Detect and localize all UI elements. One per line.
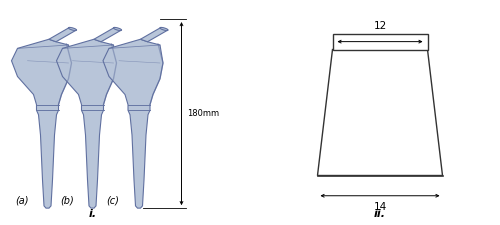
- Polygon shape: [140, 28, 168, 42]
- Text: (a): (a): [15, 196, 28, 206]
- Polygon shape: [94, 28, 121, 42]
- Polygon shape: [318, 50, 442, 176]
- Ellipse shape: [160, 27, 168, 31]
- Ellipse shape: [114, 27, 122, 31]
- Polygon shape: [56, 39, 116, 208]
- Text: 14: 14: [374, 202, 386, 212]
- Text: (c): (c): [106, 196, 120, 206]
- Ellipse shape: [68, 27, 76, 31]
- Text: ii.: ii.: [374, 209, 386, 219]
- Text: 180mm: 180mm: [188, 109, 220, 118]
- Polygon shape: [332, 34, 428, 50]
- Polygon shape: [103, 39, 163, 208]
- Text: 12: 12: [374, 21, 386, 31]
- Polygon shape: [49, 28, 76, 42]
- Polygon shape: [12, 39, 72, 208]
- Text: i.: i.: [89, 209, 97, 219]
- Text: (b): (b): [60, 196, 74, 206]
